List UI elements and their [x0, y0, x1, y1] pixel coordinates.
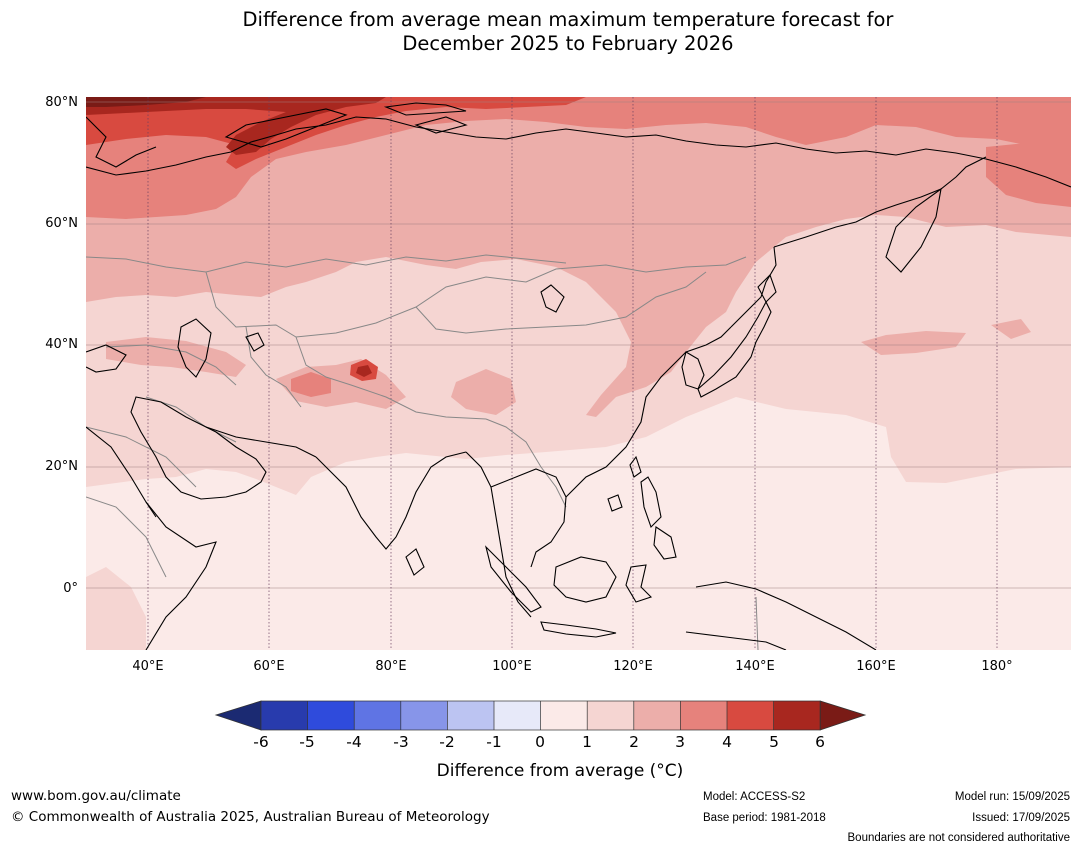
colorbar-segment-3-4 [680, 701, 727, 730]
anomaly-patch-karakoram [356, 365, 372, 377]
lat-label-20n: 20°N [45, 459, 78, 474]
anomaly-patch-pacific [861, 331, 966, 355]
colorbar-tick-1: 1 [582, 733, 592, 751]
anomaly-patch-tibet-east [451, 369, 516, 415]
colorbar-tick-neg4: -4 [346, 733, 362, 751]
colorbar-tick-4: 4 [722, 733, 732, 751]
forecast-map [86, 97, 1071, 650]
longitude-gridlines [147, 97, 998, 650]
base-period: Base period: 1981-2018 [703, 812, 826, 824]
issued-date: Issued: 17/09/2025 [972, 812, 1070, 824]
lon-label-80e: 80°E [375, 659, 407, 674]
country-boundaries [86, 254, 759, 650]
colorbar-tick-5: 5 [769, 733, 779, 751]
model-name: Model: ACCESS-S2 [703, 791, 806, 803]
coastlines [86, 102, 1071, 650]
lat-label-60n: 60°N [45, 216, 78, 231]
colorbar-segment-neg5-neg4 [307, 701, 355, 730]
colorbar-tick-neg1: -1 [486, 733, 502, 751]
lon-label-160e: 160°E [856, 659, 896, 674]
colorbar-label: Difference from average (°C) [436, 761, 684, 781]
colorbar-tick-0: 0 [535, 733, 545, 751]
colorbar-tick-2: 2 [629, 733, 639, 751]
website-link[interactable]: www.bom.gov.au/climate [11, 788, 181, 804]
anomaly-band-4-5 [86, 97, 586, 169]
colorbar-segment-4-5 [727, 701, 774, 730]
title-line-2: December 2025 to February 2026 [402, 32, 734, 55]
colorbar-segment-1-2 [587, 701, 634, 730]
lon-label-140e: 140°E [735, 659, 775, 674]
colorbar-segment-neg1-0 [494, 701, 541, 730]
anomaly-band-2-3 [86, 97, 1071, 417]
colorbar [214, 700, 867, 731]
boundaries-disclaimer: Boundaries are not considered authoritat… [847, 832, 1070, 844]
colorbar-segment-neg3-neg2 [400, 701, 448, 730]
colorbar-segment-above-6 [819, 700, 867, 731]
lon-label-120e: 120°E [613, 659, 653, 674]
lat-label-80n: 80°N [45, 95, 78, 110]
anomaly-patch-east-siberia [986, 142, 1071, 207]
anomaly-patch-central-asia [106, 337, 246, 377]
colorbar-segment-2-3 [633, 701, 681, 730]
anomaly-patch-pacific-east [991, 319, 1031, 339]
colorbar-segment-below-6 [214, 700, 262, 731]
model-run-date: Model run: 15/09/2025 [954, 791, 1070, 803]
colorbar-segment-neg4-neg3 [354, 701, 401, 730]
lon-label-180: 180° [981, 659, 1013, 674]
colorbar-tick-neg2: -2 [439, 733, 455, 751]
title-line-1: Difference from average mean maximum tem… [242, 8, 894, 31]
colorbar-segment-5-6 [773, 701, 821, 730]
copyright-text: © Commonwealth of Australia 2025, Austra… [11, 809, 490, 825]
colorbar-tick-neg5: -5 [299, 733, 315, 751]
colorbar-segment-neg6-neg5 [261, 701, 308, 730]
anomaly-patch-plateau [291, 372, 331, 397]
lat-label-0: 0° [63, 581, 78, 596]
lon-label-40e: 40°E [132, 659, 164, 674]
colorbar-segment-0-1 [540, 701, 588, 730]
chart-title: Difference from average mean maximum tem… [0, 8, 1081, 56]
colorbar-tick-6: 6 [815, 733, 825, 751]
lon-label-60e: 60°E [253, 659, 285, 674]
lon-label-100e: 100°E [492, 659, 532, 674]
colorbar-tick-neg6: -6 [253, 733, 269, 751]
lat-label-40n: 40°N [45, 337, 78, 352]
colorbar-tick-neg3: -3 [393, 733, 409, 751]
colorbar-tick-3: 3 [675, 733, 685, 751]
colorbar-segment-neg2-neg1 [447, 701, 494, 730]
